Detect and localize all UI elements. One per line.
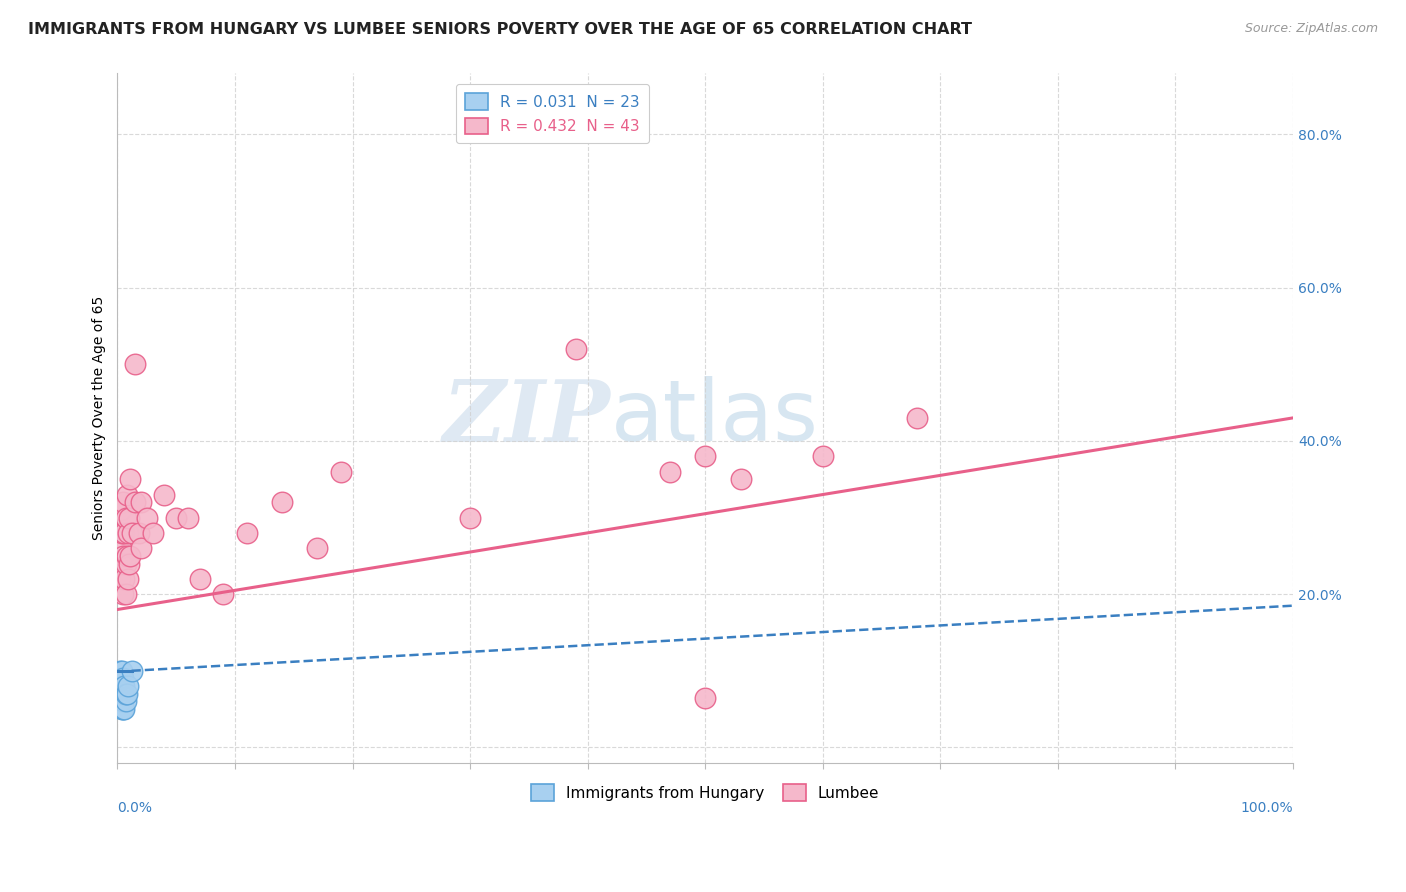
Point xyxy=(329,465,352,479)
Point xyxy=(111,679,134,693)
Point xyxy=(153,487,176,501)
Point xyxy=(177,510,200,524)
Point xyxy=(811,449,834,463)
Point xyxy=(108,572,131,586)
Point xyxy=(114,557,136,571)
Point xyxy=(112,549,135,563)
Point xyxy=(117,525,139,540)
Point xyxy=(120,472,142,486)
Text: atlas: atlas xyxy=(612,376,820,459)
Point xyxy=(121,525,143,540)
Point xyxy=(110,541,132,556)
Point xyxy=(111,687,134,701)
Point xyxy=(117,572,139,586)
Point xyxy=(111,694,134,708)
Point xyxy=(111,525,134,540)
Point xyxy=(114,687,136,701)
Point xyxy=(112,694,135,708)
Point xyxy=(730,472,752,486)
Point xyxy=(307,541,329,556)
Point xyxy=(128,525,150,540)
Point xyxy=(124,495,146,509)
Point xyxy=(271,495,294,509)
Point xyxy=(112,672,135,686)
Point xyxy=(111,664,134,678)
Point xyxy=(112,495,135,509)
Point xyxy=(114,572,136,586)
Point xyxy=(115,549,138,563)
Text: 0.0%: 0.0% xyxy=(118,801,152,814)
Legend: Immigrants from Hungary, Lumbee: Immigrants from Hungary, Lumbee xyxy=(524,778,886,807)
Point xyxy=(114,510,136,524)
Point xyxy=(142,525,165,540)
Point xyxy=(110,687,132,701)
Point xyxy=(114,687,136,701)
Point xyxy=(111,702,134,716)
Point xyxy=(212,587,235,601)
Point xyxy=(114,525,136,540)
Point xyxy=(121,664,143,678)
Text: ZIP: ZIP xyxy=(443,376,612,459)
Point xyxy=(112,587,135,601)
Point xyxy=(112,687,135,701)
Point xyxy=(118,557,141,571)
Text: 100.0%: 100.0% xyxy=(1240,801,1294,814)
Text: IMMIGRANTS FROM HUNGARY VS LUMBEE SENIORS POVERTY OVER THE AGE OF 65 CORRELATION: IMMIGRANTS FROM HUNGARY VS LUMBEE SENIOR… xyxy=(28,22,972,37)
Point xyxy=(129,541,152,556)
Point xyxy=(114,702,136,716)
Point xyxy=(188,572,211,586)
Point xyxy=(114,694,136,708)
Point xyxy=(114,587,136,601)
Point xyxy=(115,687,138,701)
Point xyxy=(135,510,157,524)
Point xyxy=(118,510,141,524)
Point xyxy=(117,679,139,693)
Point xyxy=(114,679,136,693)
Point xyxy=(905,410,928,425)
Point xyxy=(236,525,259,540)
Point xyxy=(565,342,588,356)
Point xyxy=(108,664,131,678)
Point xyxy=(110,672,132,686)
Point xyxy=(115,487,138,501)
Point xyxy=(108,679,131,693)
Point xyxy=(110,694,132,708)
Point xyxy=(165,510,187,524)
Point xyxy=(129,495,152,509)
Point xyxy=(124,357,146,371)
Text: Source: ZipAtlas.com: Source: ZipAtlas.com xyxy=(1244,22,1378,36)
Point xyxy=(659,465,682,479)
Point xyxy=(458,510,481,524)
Point xyxy=(110,503,132,517)
Point xyxy=(112,679,135,693)
Point xyxy=(695,449,717,463)
Point xyxy=(695,690,717,705)
Point xyxy=(112,702,135,716)
Y-axis label: Seniors Poverty Over the Age of 65: Seniors Poverty Over the Age of 65 xyxy=(93,296,107,540)
Point xyxy=(111,557,134,571)
Point xyxy=(120,549,142,563)
